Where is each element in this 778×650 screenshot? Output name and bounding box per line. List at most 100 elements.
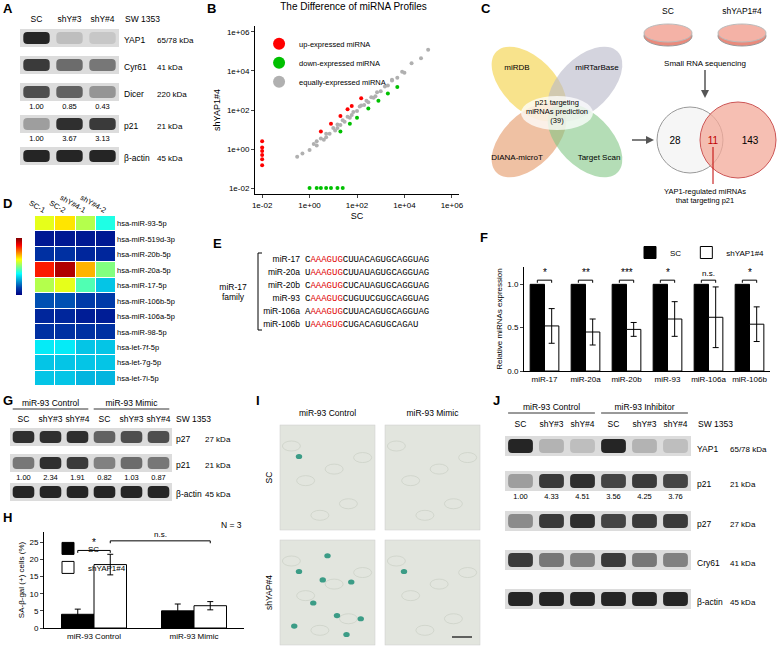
svg-text:4.33: 4.33 xyxy=(544,492,559,501)
svg-text:*: * xyxy=(748,267,752,278)
svg-text:SC: SC xyxy=(88,545,99,554)
svg-text:SW 1353: SW 1353 xyxy=(698,419,733,429)
svg-text:11: 11 xyxy=(708,135,719,146)
svg-text:1e+02: 1e+02 xyxy=(227,106,250,115)
svg-text:A: A xyxy=(3,1,13,16)
svg-text:1e+04: 1e+04 xyxy=(227,67,250,76)
svg-text:shYAP1#4: shYAP1#4 xyxy=(726,249,764,258)
svg-text:10: 10 xyxy=(29,590,38,599)
svg-text:up-expressed miRNA: up-expressed miRNA xyxy=(299,40,370,49)
svg-text:hsa-miR-106a-5p: hsa-miR-106a-5p xyxy=(117,312,175,321)
svg-text:YAP1: YAP1 xyxy=(124,35,145,45)
svg-text:SC: SC xyxy=(670,249,681,258)
svg-text:shYAP#4: shYAP#4 xyxy=(264,575,274,610)
svg-text:shYAP1#4: shYAP1#4 xyxy=(88,564,126,573)
svg-text:45 kDa: 45 kDa xyxy=(730,598,756,607)
svg-text:UAAAGUGCUUAUAGUGCAGGUAG: UAAAGUGCUUAUAGUGCAGGUAG xyxy=(305,268,429,278)
svg-text:21 kDa: 21 kDa xyxy=(730,480,756,489)
svg-text:SC: SC xyxy=(99,414,111,424)
svg-text:miR-93: miR-93 xyxy=(655,375,681,384)
svg-text:(39): (39) xyxy=(550,116,564,125)
svg-text:hsa-miR-98-5p: hsa-miR-98-5p xyxy=(117,328,167,337)
svg-text:p21 targeting: p21 targeting xyxy=(535,98,579,107)
svg-text:27 kDa: 27 kDa xyxy=(730,520,756,529)
svg-text:SC-2: SC-2 xyxy=(48,198,67,214)
svg-text:SC: SC xyxy=(351,211,364,221)
svg-text:2.34: 2.34 xyxy=(43,473,58,482)
svg-text:miRNAs prediction: miRNAs prediction xyxy=(526,107,588,116)
svg-text:E: E xyxy=(213,236,222,251)
svg-text:shYAP1#4: shYAP1#4 xyxy=(212,89,222,131)
svg-text:27 kDa: 27 kDa xyxy=(205,435,231,444)
svg-text:miR-93 Control: miR-93 Control xyxy=(299,408,356,418)
svg-text:3.13: 3.13 xyxy=(95,134,110,143)
svg-text:1.00: 1.00 xyxy=(29,102,44,111)
svg-text:equally-expressed miRNA: equally-expressed miRNA xyxy=(299,78,386,87)
svg-text:shY#3: shY#3 xyxy=(57,14,81,24)
svg-text:0.43: 0.43 xyxy=(95,102,110,111)
svg-text:N = 3: N = 3 xyxy=(221,520,242,530)
svg-text:*: * xyxy=(92,537,96,548)
svg-text:β-actin: β-actin xyxy=(176,489,202,499)
svg-text:miR-17: miR-17 xyxy=(219,282,247,292)
svg-text:1.0: 1.0 xyxy=(507,280,519,289)
svg-text:*: * xyxy=(543,267,547,278)
svg-text:Cyr61: Cyr61 xyxy=(124,62,147,72)
svg-text:shY#3: shY#3 xyxy=(632,419,656,429)
svg-text:miR-106b: miR-106b xyxy=(732,375,767,384)
svg-text:shY#4: shY#4 xyxy=(663,419,687,429)
svg-text:J: J xyxy=(493,393,500,408)
svg-text:3.76: 3.76 xyxy=(668,492,683,501)
svg-text:Relative miRNAs expression: Relative miRNAs expression xyxy=(495,268,504,369)
svg-text:miR-93 Mimic: miR-93 Mimic xyxy=(407,408,460,418)
svg-text:21 kDa: 21 kDa xyxy=(205,461,231,470)
svg-text:1e+04: 1e+04 xyxy=(393,201,416,210)
svg-text:CAAAGUGCUUACAGUGCAGGUAG: CAAAGUGCUUACAGUGCAGGUAG xyxy=(305,255,429,265)
svg-text:that targeting p21: that targeting p21 xyxy=(676,196,734,205)
svg-text:***: *** xyxy=(621,267,633,278)
svg-text:shY#4-2: shY#4-2 xyxy=(79,194,108,215)
svg-text:DIANA-microT: DIANA-microT xyxy=(491,153,543,162)
svg-text:miR-20a: miR-20a xyxy=(570,375,601,384)
svg-text:41 kDa: 41 kDa xyxy=(730,559,756,568)
svg-text:0.85: 0.85 xyxy=(62,102,77,111)
svg-text:SC: SC xyxy=(31,14,43,24)
svg-text:family: family xyxy=(222,292,245,302)
svg-text:shY#4: shY#4 xyxy=(90,14,114,24)
svg-text:1e+00: 1e+00 xyxy=(227,145,250,154)
svg-text:miR-106a: miR-106a xyxy=(691,375,726,384)
svg-text:miR-20b: miR-20b xyxy=(611,375,642,384)
svg-text:shY#4: shY#4 xyxy=(65,414,89,424)
svg-text:Target Scan: Target Scan xyxy=(578,153,621,162)
svg-text:SC-1: SC-1 xyxy=(27,198,46,214)
svg-text:1e-02: 1e-02 xyxy=(229,184,250,193)
svg-text:**: ** xyxy=(582,267,590,278)
svg-text:3.56: 3.56 xyxy=(606,492,621,501)
svg-text:I: I xyxy=(256,393,260,408)
svg-text:hsa-let-7f-5p: hsa-let-7f-5p xyxy=(117,343,159,352)
svg-text:miRDB: miRDB xyxy=(504,63,529,72)
svg-text:4.25: 4.25 xyxy=(637,492,652,501)
svg-text:SC: SC xyxy=(18,414,30,424)
svg-text:miR-17: miR-17 xyxy=(532,375,558,384)
svg-text:CAAAGUGCUCAUAGUGCAGGUAG: CAAAGUGCUCAUAGUGCAGGUAG xyxy=(305,281,429,291)
svg-text:n.s.: n.s. xyxy=(154,530,167,539)
svg-text:shY#4: shY#4 xyxy=(570,419,594,429)
svg-text:hsa-miR-20b-5p: hsa-miR-20b-5p xyxy=(117,250,171,259)
svg-text:SW 1353: SW 1353 xyxy=(176,414,211,424)
svg-text:0.87: 0.87 xyxy=(151,473,166,482)
svg-text:shY#3: shY#3 xyxy=(38,414,62,424)
svg-text:45 kDa: 45 kDa xyxy=(205,490,231,499)
svg-text:p21: p21 xyxy=(176,460,190,470)
svg-text:1e+06: 1e+06 xyxy=(227,28,250,37)
svg-text:3.67: 3.67 xyxy=(62,134,77,143)
svg-text:1e+06: 1e+06 xyxy=(441,201,464,210)
svg-text:AAAAGUGCUUACAGUGCAGGUAG: AAAAGUGCUUACAGUGCAGGUAG xyxy=(305,307,429,317)
svg-text:H: H xyxy=(3,510,12,525)
svg-text:The Difference of miRNA Profil: The Difference of miRNA Profiles xyxy=(280,1,427,12)
svg-text:SC: SC xyxy=(264,472,274,484)
svg-text:hsa-miR-106b-5p: hsa-miR-106b-5p xyxy=(117,297,175,306)
svg-text:n.s.: n.s. xyxy=(702,269,715,278)
svg-text:0.5: 0.5 xyxy=(507,323,519,332)
svg-text:miR-93 Mimic: miR-93 Mimic xyxy=(170,632,219,641)
